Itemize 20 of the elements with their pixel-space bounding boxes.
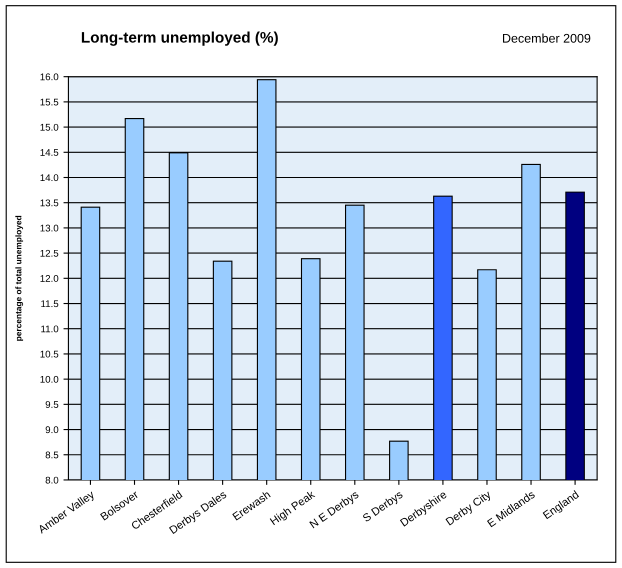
y-tick-label: 16.0 — [40, 73, 58, 80]
y-tick-label: 12.5 — [40, 250, 58, 257]
y-axis-title: percentage of total unemployed — [15, 216, 24, 341]
y-tick-label: 15.5 — [40, 98, 58, 106]
y-tick-label: 11.0 — [41, 325, 58, 332]
y-tick-label: 14.5 — [40, 149, 58, 156]
y-tick-label: 10.0 — [40, 376, 58, 383]
y-tick-label: 13.0 — [40, 224, 58, 232]
y-tick-label: 9.5 — [46, 401, 58, 408]
y-tick-label: 8.0 — [46, 476, 58, 484]
y-tick-label: 15.0 — [40, 124, 58, 131]
y-tick-label: 11.5 — [41, 300, 58, 308]
chart-title: Long-term unemployed (%) — [82, 32, 278, 46]
y-tick-label: 12.0 — [40, 275, 58, 282]
y-tick-label: 10.5 — [40, 350, 58, 358]
y-tick-label: 14.0 — [40, 174, 58, 182]
y-tick-label: 8.5 — [46, 451, 58, 458]
y-tick-label: 9.0 — [46, 426, 58, 434]
text: December 2009 — [502, 34, 590, 43]
y-tick-label: 13.5 — [40, 199, 58, 206]
